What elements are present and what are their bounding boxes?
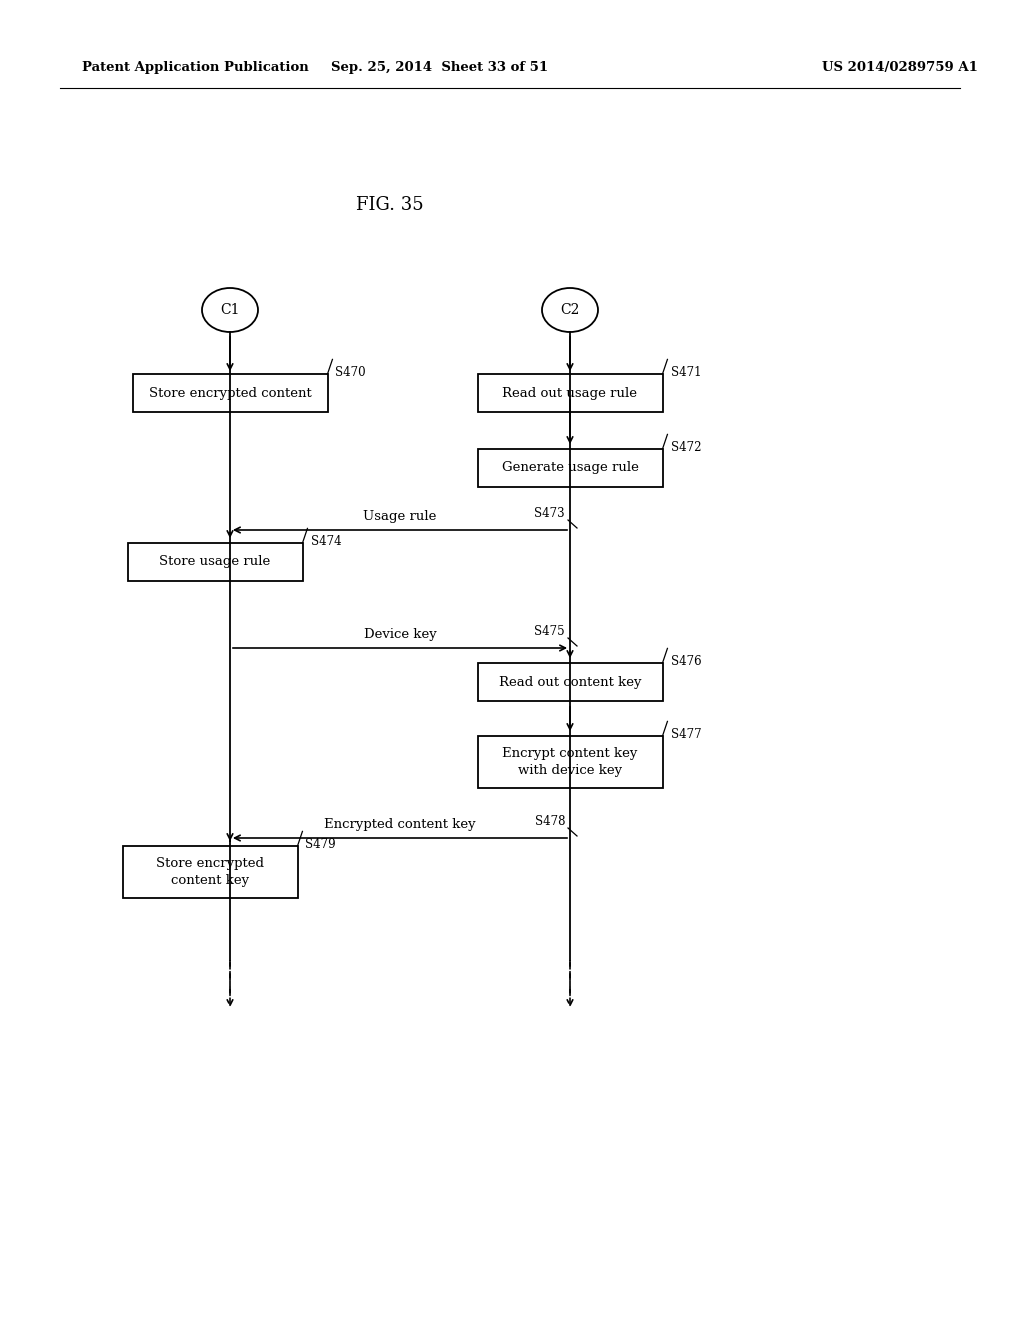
Text: Sep. 25, 2014  Sheet 33 of 51: Sep. 25, 2014 Sheet 33 of 51 xyxy=(332,62,549,74)
Text: S479: S479 xyxy=(305,838,336,851)
Text: C2: C2 xyxy=(560,304,580,317)
Text: Store encrypted
content key: Store encrypted content key xyxy=(156,857,264,887)
Bar xyxy=(477,663,663,701)
Text: Read out content key: Read out content key xyxy=(499,676,641,689)
Bar xyxy=(477,374,663,412)
Text: S471: S471 xyxy=(671,366,701,379)
Text: C1: C1 xyxy=(220,304,240,317)
Text: S472: S472 xyxy=(671,441,701,454)
Text: S478: S478 xyxy=(535,814,565,828)
Text: Encrypted content key: Encrypted content key xyxy=(325,818,476,832)
Text: US 2014/0289759 A1: US 2014/0289759 A1 xyxy=(822,62,978,74)
Text: Device key: Device key xyxy=(364,628,436,642)
Text: Usage rule: Usage rule xyxy=(364,510,436,523)
Text: Read out usage rule: Read out usage rule xyxy=(503,387,638,400)
Text: Encrypt content key
with device key: Encrypt content key with device key xyxy=(503,747,638,777)
Text: Generate usage rule: Generate usage rule xyxy=(502,462,638,474)
Text: S476: S476 xyxy=(671,655,701,668)
Text: FIG. 35: FIG. 35 xyxy=(356,195,424,214)
Text: Store usage rule: Store usage rule xyxy=(160,556,270,569)
Bar xyxy=(128,543,302,581)
Text: S473: S473 xyxy=(535,507,565,520)
Text: S474: S474 xyxy=(310,535,341,548)
Bar xyxy=(477,449,663,487)
Text: S475: S475 xyxy=(535,624,565,638)
Bar xyxy=(477,737,663,788)
Text: Store encrypted content: Store encrypted content xyxy=(148,387,311,400)
Bar xyxy=(123,846,298,898)
Text: Patent Application Publication: Patent Application Publication xyxy=(82,62,309,74)
Text: S477: S477 xyxy=(671,729,701,741)
Text: S470: S470 xyxy=(336,366,367,379)
Bar xyxy=(132,374,328,412)
